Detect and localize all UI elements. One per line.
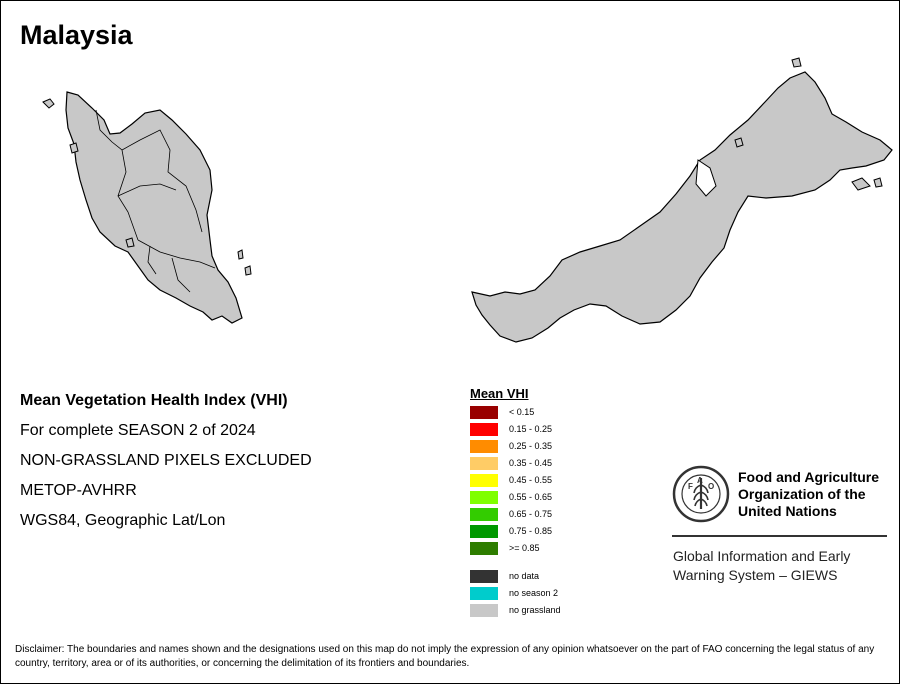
legend-swatch	[470, 474, 498, 487]
legend-swatch	[470, 423, 498, 436]
legend-label: no grassland	[509, 605, 561, 615]
map-info: Mean Vegetation Health Index (VHI) For c…	[20, 390, 312, 540]
legend-label: 0.15 - 0.25	[509, 424, 553, 434]
legend-item: 0.45 - 0.55	[470, 473, 552, 490]
fao-logo-icon: F A O	[672, 465, 730, 523]
map-legend: Mean VHI < 0.15 0.15 - 0.25 0.25 - 0.35 …	[470, 386, 561, 620]
east-coast-island	[244, 265, 252, 276]
legend-item: 0.35 - 0.45	[470, 456, 552, 473]
legend-item: < 0.15	[470, 405, 534, 422]
legend-swatch	[470, 587, 498, 600]
legend-item: >= 0.85	[470, 541, 540, 558]
east-malaysia	[471, 57, 893, 343]
state-boundaries	[95, 109, 216, 293]
svg-text:F: F	[688, 482, 693, 491]
legend-swatch	[470, 491, 498, 504]
legend-swatch	[470, 457, 498, 470]
svg-text:A: A	[697, 476, 703, 485]
klang-island	[125, 237, 135, 248]
legend-label: no data	[509, 571, 540, 581]
legend-swatch	[470, 542, 498, 555]
legend-swatch	[470, 525, 498, 538]
legend-swatch	[470, 440, 498, 453]
legend-swatch	[470, 570, 498, 583]
legend-item: 0.15 - 0.25	[470, 422, 552, 439]
legend-label: 0.55 - 0.65	[509, 492, 553, 502]
labuan-island	[734, 137, 744, 148]
legend-swatch	[470, 508, 498, 521]
map-title: Malaysia	[20, 20, 133, 50]
giews-name: Global Information and Early Warning Sys…	[673, 548, 851, 583]
banggi-island	[791, 57, 802, 68]
penang-island	[69, 142, 79, 154]
sebatik-island	[851, 177, 871, 191]
fao-name: Food and Agriculture Organization of the…	[738, 469, 880, 519]
legend-item: 0.55 - 0.65	[470, 490, 552, 507]
exclusion-note: NON-GRASSLAND PIXELS EXCLUDED	[20, 452, 312, 469]
peninsular-malaysia-landmass	[65, 91, 243, 324]
brunei-gap	[695, 159, 717, 197]
divider	[672, 535, 887, 537]
disclaimer: Disclaimer: The boundaries and names sho…	[15, 644, 875, 669]
legend-item-no-data: no data	[470, 569, 539, 586]
legend-item-no-grassland: no grassland	[470, 603, 561, 620]
legend-item: 0.65 - 0.75	[470, 507, 552, 524]
legend-label: 0.65 - 0.75	[509, 509, 553, 519]
semporna-island	[873, 177, 883, 188]
legend-title: Mean VHI	[470, 386, 529, 401]
legend-swatch	[470, 604, 498, 617]
projection-label: WGS84, Geographic Lat/Lon	[20, 512, 226, 529]
tioman-island	[237, 249, 244, 260]
peninsular-malaysia	[42, 91, 252, 324]
season-label: For complete SEASON 2 of 2024	[20, 422, 256, 439]
legend-label: 0.35 - 0.45	[509, 458, 553, 468]
legend-item: 0.25 - 0.35	[470, 439, 552, 456]
legend-label: < 0.15	[509, 407, 535, 417]
east-malaysia-landmass	[471, 71, 893, 343]
legend-item-no-season: no season 2	[470, 586, 558, 603]
langkawi-island	[42, 98, 55, 109]
legend-label: no season 2	[509, 588, 559, 598]
legend-item: 0.75 - 0.85	[470, 524, 552, 541]
legend-swatch	[470, 406, 498, 419]
legend-label: >= 0.85	[509, 543, 540, 553]
legend-label: 0.45 - 0.55	[509, 475, 553, 485]
sensor-label: METOP-AVHRR	[20, 482, 137, 499]
legend-label: 0.25 - 0.35	[509, 441, 553, 451]
index-title: Mean Vegetation Health Index (VHI)	[20, 392, 288, 409]
svg-text:O: O	[708, 482, 714, 491]
legend-label: 0.75 - 0.85	[509, 526, 553, 536]
